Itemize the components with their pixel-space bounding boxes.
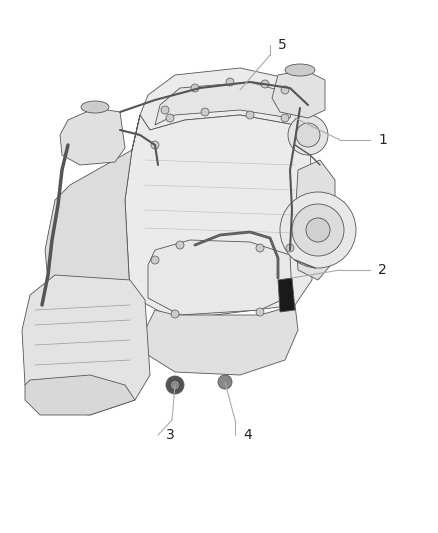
- Polygon shape: [148, 240, 292, 315]
- Polygon shape: [272, 70, 325, 118]
- Text: 1: 1: [378, 133, 387, 147]
- Circle shape: [191, 84, 199, 92]
- Circle shape: [171, 310, 179, 318]
- Circle shape: [286, 244, 294, 252]
- Circle shape: [201, 108, 209, 116]
- Ellipse shape: [285, 64, 315, 76]
- Circle shape: [176, 241, 184, 249]
- Text: 5: 5: [278, 38, 287, 52]
- Circle shape: [161, 106, 169, 114]
- Circle shape: [296, 123, 320, 147]
- Polygon shape: [295, 160, 335, 280]
- Text: 4: 4: [243, 428, 252, 442]
- Circle shape: [166, 114, 174, 122]
- Text: 2: 2: [378, 263, 387, 277]
- Polygon shape: [155, 82, 295, 125]
- Polygon shape: [125, 100, 312, 320]
- Circle shape: [170, 380, 180, 390]
- Circle shape: [280, 192, 356, 268]
- Circle shape: [256, 308, 264, 316]
- Polygon shape: [140, 68, 310, 130]
- Polygon shape: [45, 115, 140, 310]
- Circle shape: [281, 114, 289, 122]
- Circle shape: [218, 375, 232, 389]
- Polygon shape: [145, 305, 298, 375]
- Circle shape: [288, 115, 328, 155]
- Circle shape: [151, 256, 159, 264]
- Circle shape: [281, 86, 289, 94]
- Circle shape: [261, 80, 269, 88]
- Text: 3: 3: [166, 428, 175, 442]
- Circle shape: [256, 244, 264, 252]
- Polygon shape: [60, 108, 125, 165]
- Circle shape: [306, 218, 330, 242]
- Circle shape: [292, 204, 344, 256]
- Ellipse shape: [81, 101, 109, 113]
- Polygon shape: [25, 375, 135, 415]
- Polygon shape: [278, 278, 295, 312]
- Circle shape: [226, 78, 234, 86]
- Circle shape: [246, 111, 254, 119]
- Circle shape: [166, 376, 184, 394]
- Circle shape: [151, 141, 159, 149]
- Polygon shape: [22, 275, 150, 415]
